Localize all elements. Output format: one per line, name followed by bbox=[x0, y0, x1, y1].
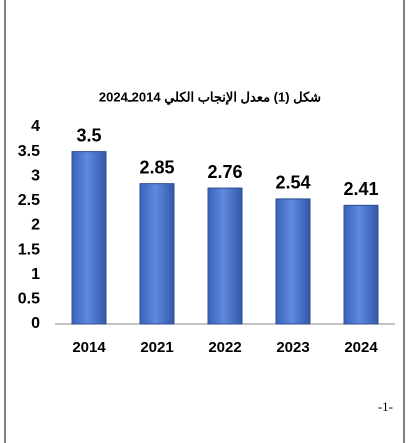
value-label: 2.85 bbox=[139, 157, 174, 177]
x-tick-label: 2021 bbox=[140, 339, 173, 356]
x-tick-label: 2014 bbox=[72, 339, 106, 356]
y-tick-label: 2.5 bbox=[18, 192, 40, 209]
bar bbox=[343, 204, 379, 325]
x-tick-label: 2023 bbox=[276, 339, 309, 356]
x-tick-label: 2022 bbox=[208, 339, 241, 356]
y-tick-label: 4 bbox=[31, 118, 40, 135]
y-tick-label: 2 bbox=[31, 217, 40, 234]
value-label: 2.76 bbox=[207, 162, 242, 182]
bar bbox=[71, 151, 107, 325]
page-number: -1- bbox=[378, 399, 393, 414]
y-tick-label: 1.5 bbox=[18, 241, 40, 258]
y-tick-label: 0 bbox=[31, 315, 40, 332]
chart-title: شكل (1) معدل الإنجاب الكلي 2014ـ2024 bbox=[99, 89, 321, 105]
value-label: 3.5 bbox=[76, 125, 101, 145]
bar bbox=[207, 187, 243, 325]
y-tick-label: 0.5 bbox=[18, 291, 40, 308]
bar bbox=[275, 198, 311, 325]
value-label: 2.54 bbox=[275, 173, 310, 193]
y-tick-label: 3.5 bbox=[18, 143, 40, 160]
value-label: 2.41 bbox=[343, 179, 378, 199]
bar bbox=[139, 183, 175, 325]
y-tick-label: 3 bbox=[31, 167, 40, 184]
y-tick-label: 1 bbox=[31, 266, 40, 283]
x-tick-label: 2024 bbox=[344, 339, 378, 356]
